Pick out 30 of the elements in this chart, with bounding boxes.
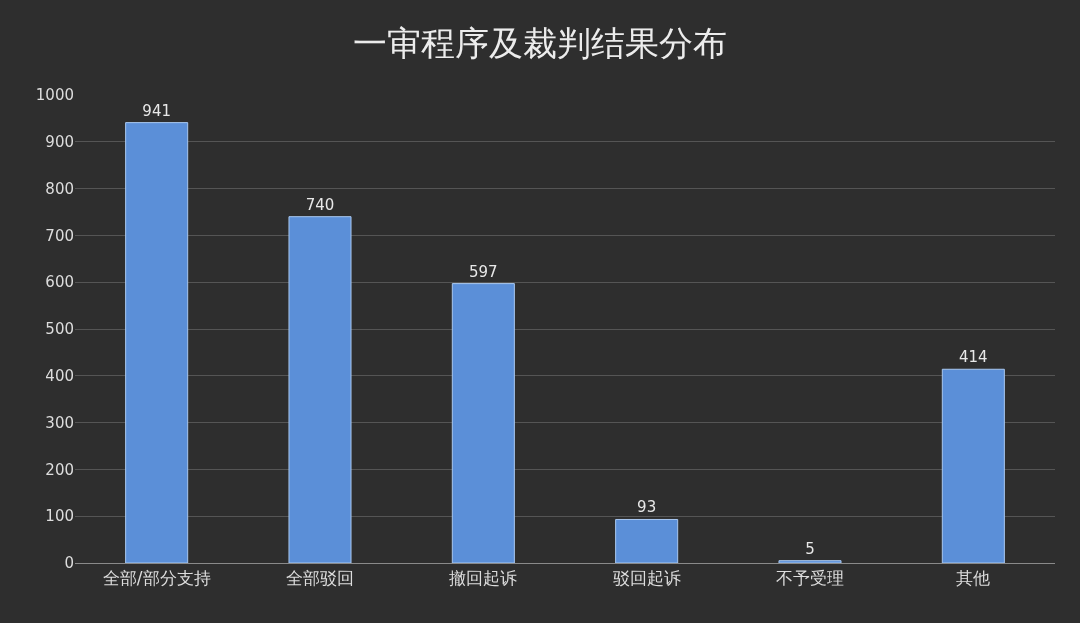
x-tick-label: 其他 <box>956 568 991 589</box>
bar <box>615 518 679 563</box>
y-tick-label: 0 <box>64 554 74 573</box>
bar <box>288 216 352 563</box>
data-label: 93 <box>637 498 657 517</box>
x-tick-label: 全部驳回 <box>286 568 354 589</box>
data-label: 5 <box>805 539 815 558</box>
y-tick-label: 500 <box>45 320 74 339</box>
y-tick-label: 900 <box>45 133 74 152</box>
data-label: 941 <box>142 101 171 120</box>
x-tick-label: 撤回起诉 <box>449 568 518 589</box>
y-tick-label: 1000 <box>35 86 74 105</box>
x-tick-label: 不予受理 <box>776 568 844 589</box>
y-tick-label: 300 <box>45 413 74 432</box>
y-tick-label: 600 <box>45 273 74 292</box>
y-tick-label: 400 <box>45 367 74 386</box>
x-tick-label: 驳回起诉 <box>612 568 681 589</box>
y-tick-label: 200 <box>45 460 74 479</box>
y-tick-label: 100 <box>45 507 74 526</box>
bar <box>941 368 1005 563</box>
bar <box>778 560 842 563</box>
bar <box>125 122 189 563</box>
data-label: 740 <box>305 195 335 214</box>
y-tick-label: 800 <box>45 179 74 198</box>
chart-title: 一审程序及裁判结果分布 <box>353 22 727 63</box>
x-tick-label: 全部/部分支持 <box>102 568 211 589</box>
data-label: 597 <box>469 262 498 281</box>
bar <box>451 283 515 563</box>
y-tick-label: 700 <box>45 226 74 245</box>
data-label: 414 <box>959 348 988 367</box>
